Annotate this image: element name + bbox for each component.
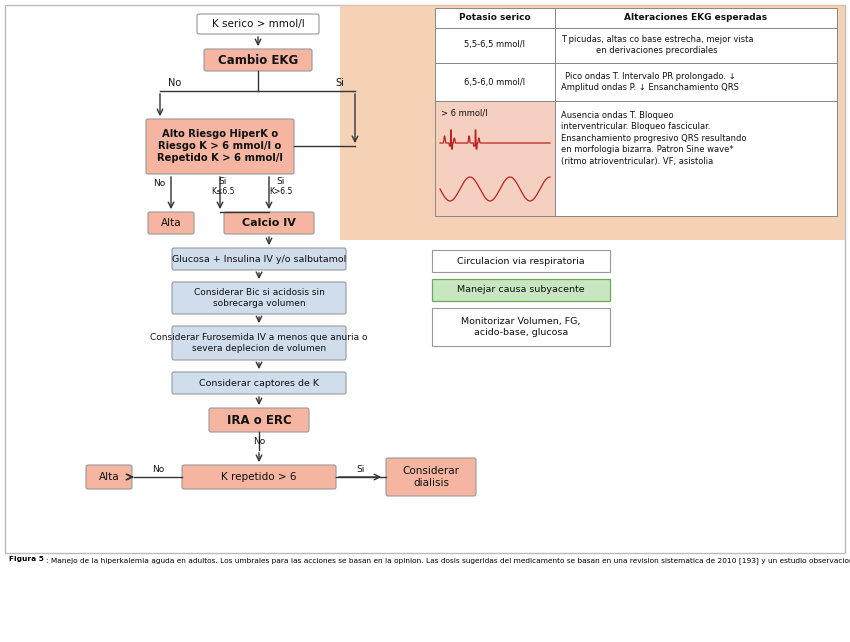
Text: Considerar Bic si acidosis sin
sobrecarga volumen: Considerar Bic si acidosis sin sobrecarg…: [194, 288, 325, 308]
Text: Manejar causa subyacente: Manejar causa subyacente: [457, 286, 585, 295]
Text: Alta: Alta: [99, 472, 119, 482]
Text: Potasio serico: Potasio serico: [459, 13, 530, 22]
FancyBboxPatch shape: [435, 63, 555, 101]
Text: Circulacion via respiratoria: Circulacion via respiratoria: [457, 257, 585, 266]
FancyBboxPatch shape: [432, 250, 610, 272]
Text: Monitorizar Volumen, FG,
acido-base, glucosa: Monitorizar Volumen, FG, acido-base, glu…: [462, 317, 581, 337]
Text: Figura 5: Figura 5: [9, 556, 44, 562]
Text: K≤6.5: K≤6.5: [212, 187, 235, 196]
Text: K>6.5: K>6.5: [269, 187, 292, 196]
FancyBboxPatch shape: [555, 8, 837, 28]
Text: Considerar captores de K: Considerar captores de K: [199, 379, 319, 388]
Text: 5,5-6,5 mmol/l: 5,5-6,5 mmol/l: [464, 40, 525, 49]
Text: : Manejo de la hiperkalemia aguda en adultos. Los umbrales para las acciones se : : Manejo de la hiperkalemia aguda en adu…: [46, 556, 850, 564]
FancyBboxPatch shape: [209, 408, 309, 432]
Text: No: No: [168, 78, 182, 88]
FancyBboxPatch shape: [435, 101, 555, 216]
Text: 6,5-6,0 mmol/l: 6,5-6,0 mmol/l: [464, 78, 525, 87]
FancyBboxPatch shape: [197, 14, 319, 34]
Text: Si: Si: [277, 177, 286, 186]
FancyBboxPatch shape: [172, 282, 346, 314]
Polygon shape: [340, 5, 845, 240]
Text: Considerar
dialisis: Considerar dialisis: [403, 466, 460, 488]
Text: Si: Si: [336, 78, 344, 88]
Text: Cambio EKG: Cambio EKG: [218, 53, 298, 67]
Text: No: No: [152, 465, 164, 474]
Text: Calcio IV: Calcio IV: [242, 218, 296, 228]
FancyBboxPatch shape: [432, 308, 610, 346]
FancyBboxPatch shape: [86, 465, 132, 489]
Text: Alto Riesgo HiperK o
Riesgo K > 6 mmol/l o
Repetido K > 6 mmol/l: Alto Riesgo HiperK o Riesgo K > 6 mmol/l…: [157, 128, 283, 164]
FancyBboxPatch shape: [555, 101, 837, 216]
FancyBboxPatch shape: [435, 28, 555, 63]
Text: K repetido > 6: K repetido > 6: [221, 472, 297, 482]
FancyBboxPatch shape: [555, 28, 837, 63]
Text: > 6 mmol/l: > 6 mmol/l: [441, 109, 488, 118]
FancyBboxPatch shape: [204, 49, 312, 71]
Text: No: No: [252, 437, 265, 446]
FancyBboxPatch shape: [172, 248, 346, 270]
FancyBboxPatch shape: [224, 212, 314, 234]
Text: K serico > mmol/l: K serico > mmol/l: [212, 19, 304, 29]
FancyBboxPatch shape: [148, 212, 194, 234]
FancyBboxPatch shape: [432, 279, 610, 301]
Text: Alta: Alta: [161, 218, 181, 228]
FancyBboxPatch shape: [435, 8, 555, 28]
FancyBboxPatch shape: [182, 465, 336, 489]
Text: IRA o ERC: IRA o ERC: [227, 413, 292, 426]
FancyBboxPatch shape: [5, 5, 845, 553]
Text: Alteraciones EKG esperadas: Alteraciones EKG esperadas: [625, 13, 768, 22]
FancyBboxPatch shape: [146, 119, 294, 174]
FancyBboxPatch shape: [172, 326, 346, 360]
Text: Si: Si: [357, 465, 366, 474]
Text: T picudas, altas co base estrecha, mejor vista
en derivaciones precordiales: T picudas, altas co base estrecha, mejor…: [561, 35, 753, 55]
Text: Considerar Furosemida IV a menos que anuria o
severa deplecion de volumen: Considerar Furosemida IV a menos que anu…: [150, 333, 368, 353]
Text: Glucosa + Insulina IV y/o salbutamol: Glucosa + Insulina IV y/o salbutamol: [172, 254, 346, 263]
Text: Pico ondas T. Intervalo PR prolongado. ↓
Amplitud ondas P. ↓ Ensanchamiento QRS: Pico ondas T. Intervalo PR prolongado. ↓…: [561, 72, 739, 92]
Text: Ausencia ondas T. Bloqueo
interventricular. Bloqueo fascicular.
Ensanchamiento p: Ausencia ondas T. Bloqueo interventricul…: [561, 111, 746, 166]
Text: No: No: [153, 180, 165, 189]
Text: Si: Si: [218, 177, 227, 186]
FancyBboxPatch shape: [386, 458, 476, 496]
FancyBboxPatch shape: [172, 372, 346, 394]
FancyBboxPatch shape: [555, 63, 837, 101]
